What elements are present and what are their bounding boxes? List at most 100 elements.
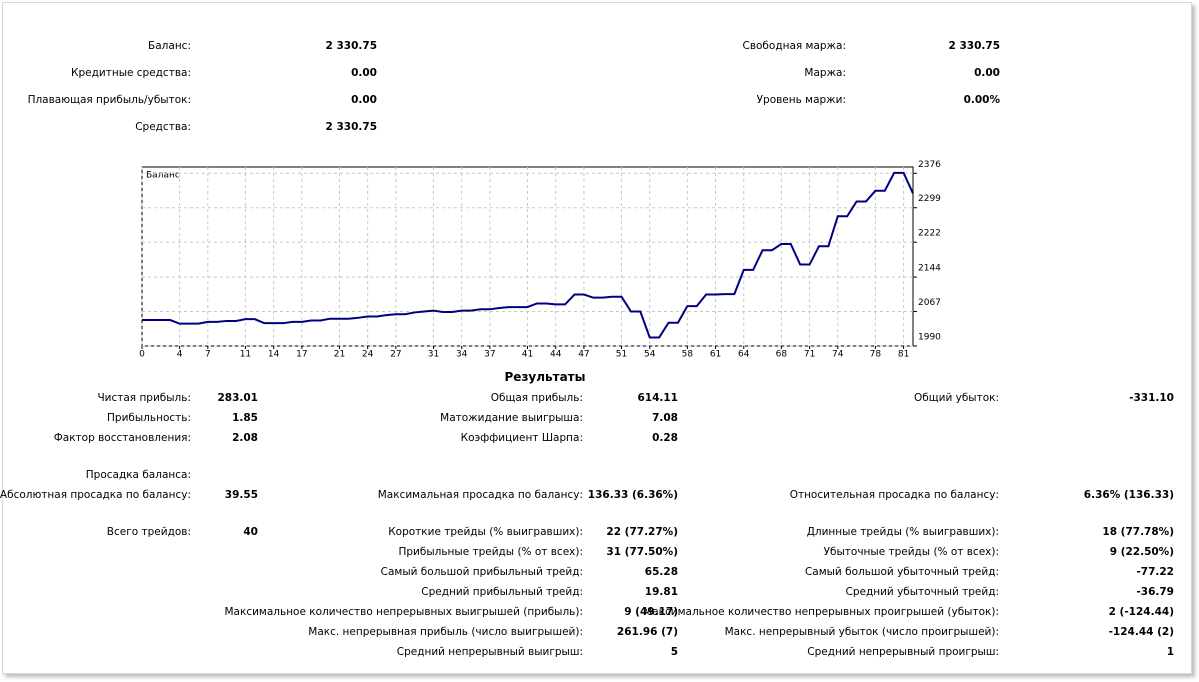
x-tick-label: 7	[205, 350, 211, 360]
x-tick-label: 41	[522, 350, 533, 360]
result-label: Короткие трейды (% выигравших):	[388, 526, 583, 538]
y-tick-label: 2299	[918, 194, 941, 204]
result-value: 39.55	[224, 489, 258, 501]
x-tick-label: 61	[710, 350, 721, 360]
result-label: Средний убыточный трейд:	[845, 586, 999, 598]
result-label: Коэффициент Шарпа:	[460, 432, 583, 444]
result-value: -77.22	[1136, 566, 1174, 578]
result-label: Самый большой убыточный трейд:	[804, 566, 999, 578]
x-tick-label: 27	[390, 350, 401, 360]
result-label: Убыточные трейды (% от всех):	[823, 546, 999, 558]
result-label: Максимальное количество непрерывных выиг…	[224, 606, 584, 618]
x-tick-label: 14	[268, 350, 280, 360]
result-value: 136.33 (6.36%)	[587, 489, 678, 501]
x-tick-label: 74	[832, 350, 844, 360]
x-tick-label: 4	[177, 350, 183, 360]
result-label: Чистая прибыль:	[97, 392, 191, 404]
result-value: 5	[670, 646, 678, 658]
result-label: Прибыльность:	[107, 412, 191, 424]
x-tick-label: 47	[578, 350, 589, 360]
report: Баланс 1990 2067 2144 2222 2299 2376 0 4 7 11 14 17…	[0, 2, 1192, 674]
result-label: Средний прибыльный трейд:	[421, 586, 583, 598]
result-value: 40	[243, 526, 258, 538]
account-label: Средства:	[135, 121, 191, 133]
result-label: Абсолютная просадка по балансу:	[0, 489, 191, 501]
account-label: Кредитные средства:	[71, 67, 191, 79]
results-title: Результаты	[504, 370, 586, 384]
x-tick-label: 21	[334, 350, 345, 360]
account-value: 2 330.75	[325, 121, 377, 133]
account-label: Плавающая прибыль/убыток:	[27, 94, 191, 106]
chart-title: Баланс	[146, 171, 180, 181]
result-label: Относительная просадка по балансу:	[789, 489, 999, 501]
result-label: Средний непрерывный выигрыш:	[396, 646, 583, 658]
result-value: -36.79	[1136, 586, 1174, 598]
result-label: Макс. непрерывный убыток (число проигрыш…	[724, 626, 999, 638]
x-tick-label: 37	[484, 350, 495, 360]
x-tick-label: 64	[738, 350, 750, 360]
result-label: Всего трейдов:	[106, 526, 191, 538]
x-tick-label: 44	[550, 350, 562, 360]
result-label: Максимальная просадка по балансу:	[377, 489, 583, 501]
result-value: 7.08	[652, 412, 678, 424]
account-value: 0.00	[351, 94, 377, 106]
result-label: Общая прибыль:	[490, 392, 583, 404]
account-value: 0.00	[351, 67, 377, 79]
x-tick-label: 24	[362, 350, 374, 360]
account-value: 0.00%	[963, 94, 1000, 106]
result-value: 9 (49.17)	[624, 606, 678, 618]
result-label: Средний непрерывный проигрыш:	[807, 646, 999, 658]
result-value: 1.85	[232, 412, 258, 424]
result-value: 6.36% (136.33)	[1083, 489, 1174, 501]
x-tick-label: 81	[898, 350, 909, 360]
result-label: Максимальное количество непрерывных прои…	[643, 606, 999, 618]
result-value: 2 (-124.44)	[1108, 606, 1174, 618]
x-tick-label: 31	[428, 350, 439, 360]
result-value: 9 (22.50%)	[1109, 546, 1174, 558]
result-value: 2.08	[232, 432, 258, 444]
x-tick-label: 68	[776, 350, 788, 360]
result-label: Длинные трейды (% выигравших):	[806, 526, 999, 538]
x-tick-label: 11	[240, 350, 251, 360]
x-tick-label: 54	[644, 350, 656, 360]
result-label: Макс. непрерывная прибыль (число выигрыш…	[308, 626, 583, 638]
x-tick-label: 78	[870, 350, 882, 360]
result-value: -124.44 (2)	[1108, 626, 1174, 638]
x-tick-label: 71	[804, 350, 815, 360]
x-tick-label: 34	[456, 350, 468, 360]
result-value: 31 (77.50%)	[606, 546, 678, 558]
result-value: 283.01	[217, 392, 258, 404]
x-tick-label: 17	[296, 350, 307, 360]
x-tick-label: 58	[682, 350, 694, 360]
account-label: Маржа:	[804, 67, 846, 79]
balance-line	[142, 171, 914, 339]
account-label: Уровень маржи:	[756, 94, 846, 106]
x-tick-label: 0	[139, 350, 145, 360]
result-value: 261.96 (7)	[616, 626, 678, 638]
result-label: Прибыльные трейды (% от всех):	[398, 546, 583, 558]
result-label: Самый большой прибыльный трейд:	[380, 566, 583, 578]
result-label: Просадка баланса:	[85, 469, 191, 481]
y-tick-label: 2376	[918, 160, 941, 170]
result-value: 1	[1166, 646, 1174, 658]
result-value: -331.10	[1129, 392, 1174, 404]
account-value: 2 330.75	[325, 40, 377, 52]
result-value: 19.81	[644, 586, 678, 598]
x-tick-label: 51	[616, 350, 627, 360]
result-label: Матожидание выигрыша:	[440, 412, 583, 424]
y-tick-label: 1990	[918, 333, 941, 343]
result-value: 0.28	[652, 432, 678, 444]
result-label: Общий убыток:	[913, 392, 999, 404]
y-tick-label: 2067	[918, 298, 941, 308]
result-value: 22 (77.27%)	[606, 526, 678, 538]
account-label: Свободная маржа:	[742, 40, 846, 52]
result-value: 65.28	[644, 566, 678, 578]
chart-frame	[141, 166, 914, 347]
y-tick-label: 2222	[918, 229, 941, 239]
result-label: Фактор восстановления:	[53, 432, 191, 444]
y-tick-label: 2144	[918, 264, 941, 274]
account-value: 2 330.75	[948, 40, 1000, 52]
account-value: 0.00	[974, 67, 1000, 79]
result-value: 614.11	[637, 392, 678, 404]
